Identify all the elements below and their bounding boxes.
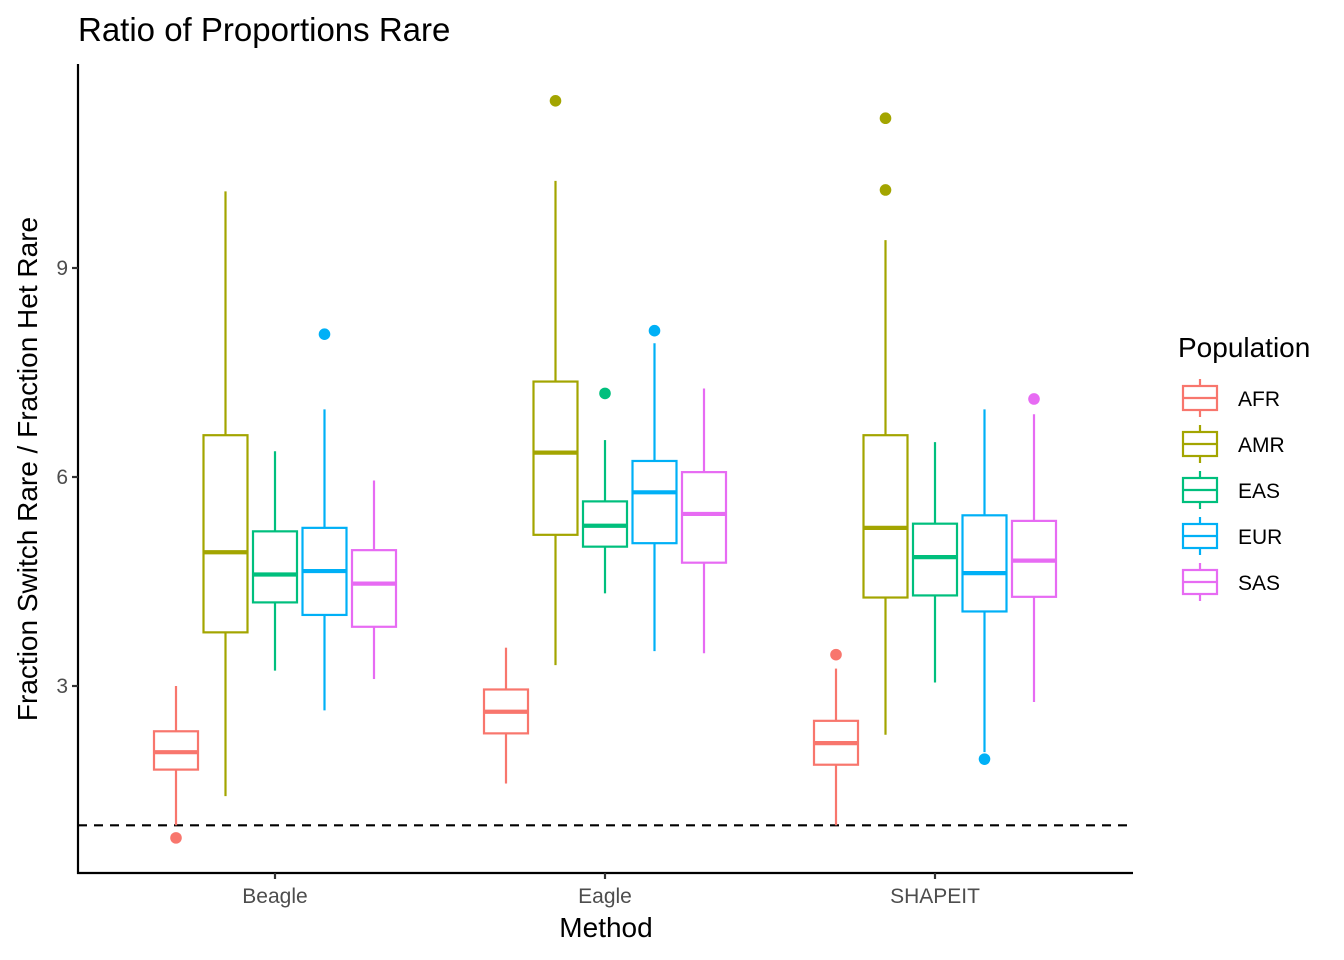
legend-item-eur: EUR xyxy=(1181,517,1282,555)
outlier-point xyxy=(879,112,892,125)
box-amr-eagle xyxy=(532,95,579,666)
outlier-point xyxy=(318,328,331,340)
outlier-point xyxy=(549,95,562,107)
outlier-point xyxy=(830,648,842,661)
x-tick-label: Eagle xyxy=(578,885,632,908)
box-eas-eagle xyxy=(581,387,629,594)
outlier-point xyxy=(1028,393,1040,405)
outlier-point xyxy=(599,387,611,400)
box-amr-beagle xyxy=(202,191,249,797)
y-axis-title: Fraction Switch Rare / Fraction Het Rare xyxy=(12,217,43,721)
x-tick-label: SHAPEIT xyxy=(890,885,980,908)
x-tick-label: Beagle xyxy=(242,885,307,908)
legend-title: Population xyxy=(1178,332,1310,363)
y-tick-label: 6 xyxy=(56,466,68,489)
x-axis-title: Method xyxy=(559,912,652,943)
box-eas-beagle xyxy=(251,451,299,671)
outlier-point xyxy=(879,184,892,196)
box-eur-beagle xyxy=(301,328,348,711)
legend-label: AFR xyxy=(1238,388,1280,411)
box-body xyxy=(862,434,909,599)
box-body xyxy=(631,459,678,545)
box-sas-beagle xyxy=(350,480,398,680)
y-tick-label: 9 xyxy=(56,257,68,280)
box-body xyxy=(251,530,299,604)
box-afr-eagle xyxy=(482,647,530,784)
legend-item-eas: EAS xyxy=(1181,471,1280,509)
chart-title: Ratio of Proportions Rare xyxy=(78,11,450,48)
legend-item-amr: AMR xyxy=(1181,425,1285,463)
legend-label: AMR xyxy=(1238,434,1285,457)
legend-label: SAS xyxy=(1238,572,1280,595)
box-body xyxy=(961,514,1008,613)
box-body xyxy=(532,380,579,536)
legend-item-afr: AFR xyxy=(1181,379,1280,417)
y-tick-label: 3 xyxy=(56,675,68,698)
outlier-point xyxy=(648,324,661,337)
box-body xyxy=(202,434,249,634)
legend-label: EAS xyxy=(1238,480,1280,503)
box-eur-shapeit xyxy=(961,409,1008,765)
box-sas-shapeit xyxy=(1010,393,1058,703)
box-afr-shapeit xyxy=(812,648,860,826)
box-body xyxy=(911,522,959,597)
box-amr-shapeit xyxy=(862,112,909,735)
box-body xyxy=(680,471,728,564)
legend: Population AFR AMR EAS EUR SAS xyxy=(1178,332,1310,601)
box-afr-beagle xyxy=(152,686,200,844)
plot-area: 3 6 9 Beagle Eagle SHAPEIT xyxy=(56,64,1133,908)
legend-label: EUR xyxy=(1238,526,1282,549)
box-body xyxy=(350,549,398,628)
box-sas-eagle xyxy=(680,388,728,654)
box-eas-shapeit xyxy=(911,442,959,683)
outlier-point xyxy=(170,832,182,844)
box-eur-eagle xyxy=(631,324,678,652)
legend-item-sas: SAS xyxy=(1181,563,1280,601)
outlier-point xyxy=(978,753,991,765)
